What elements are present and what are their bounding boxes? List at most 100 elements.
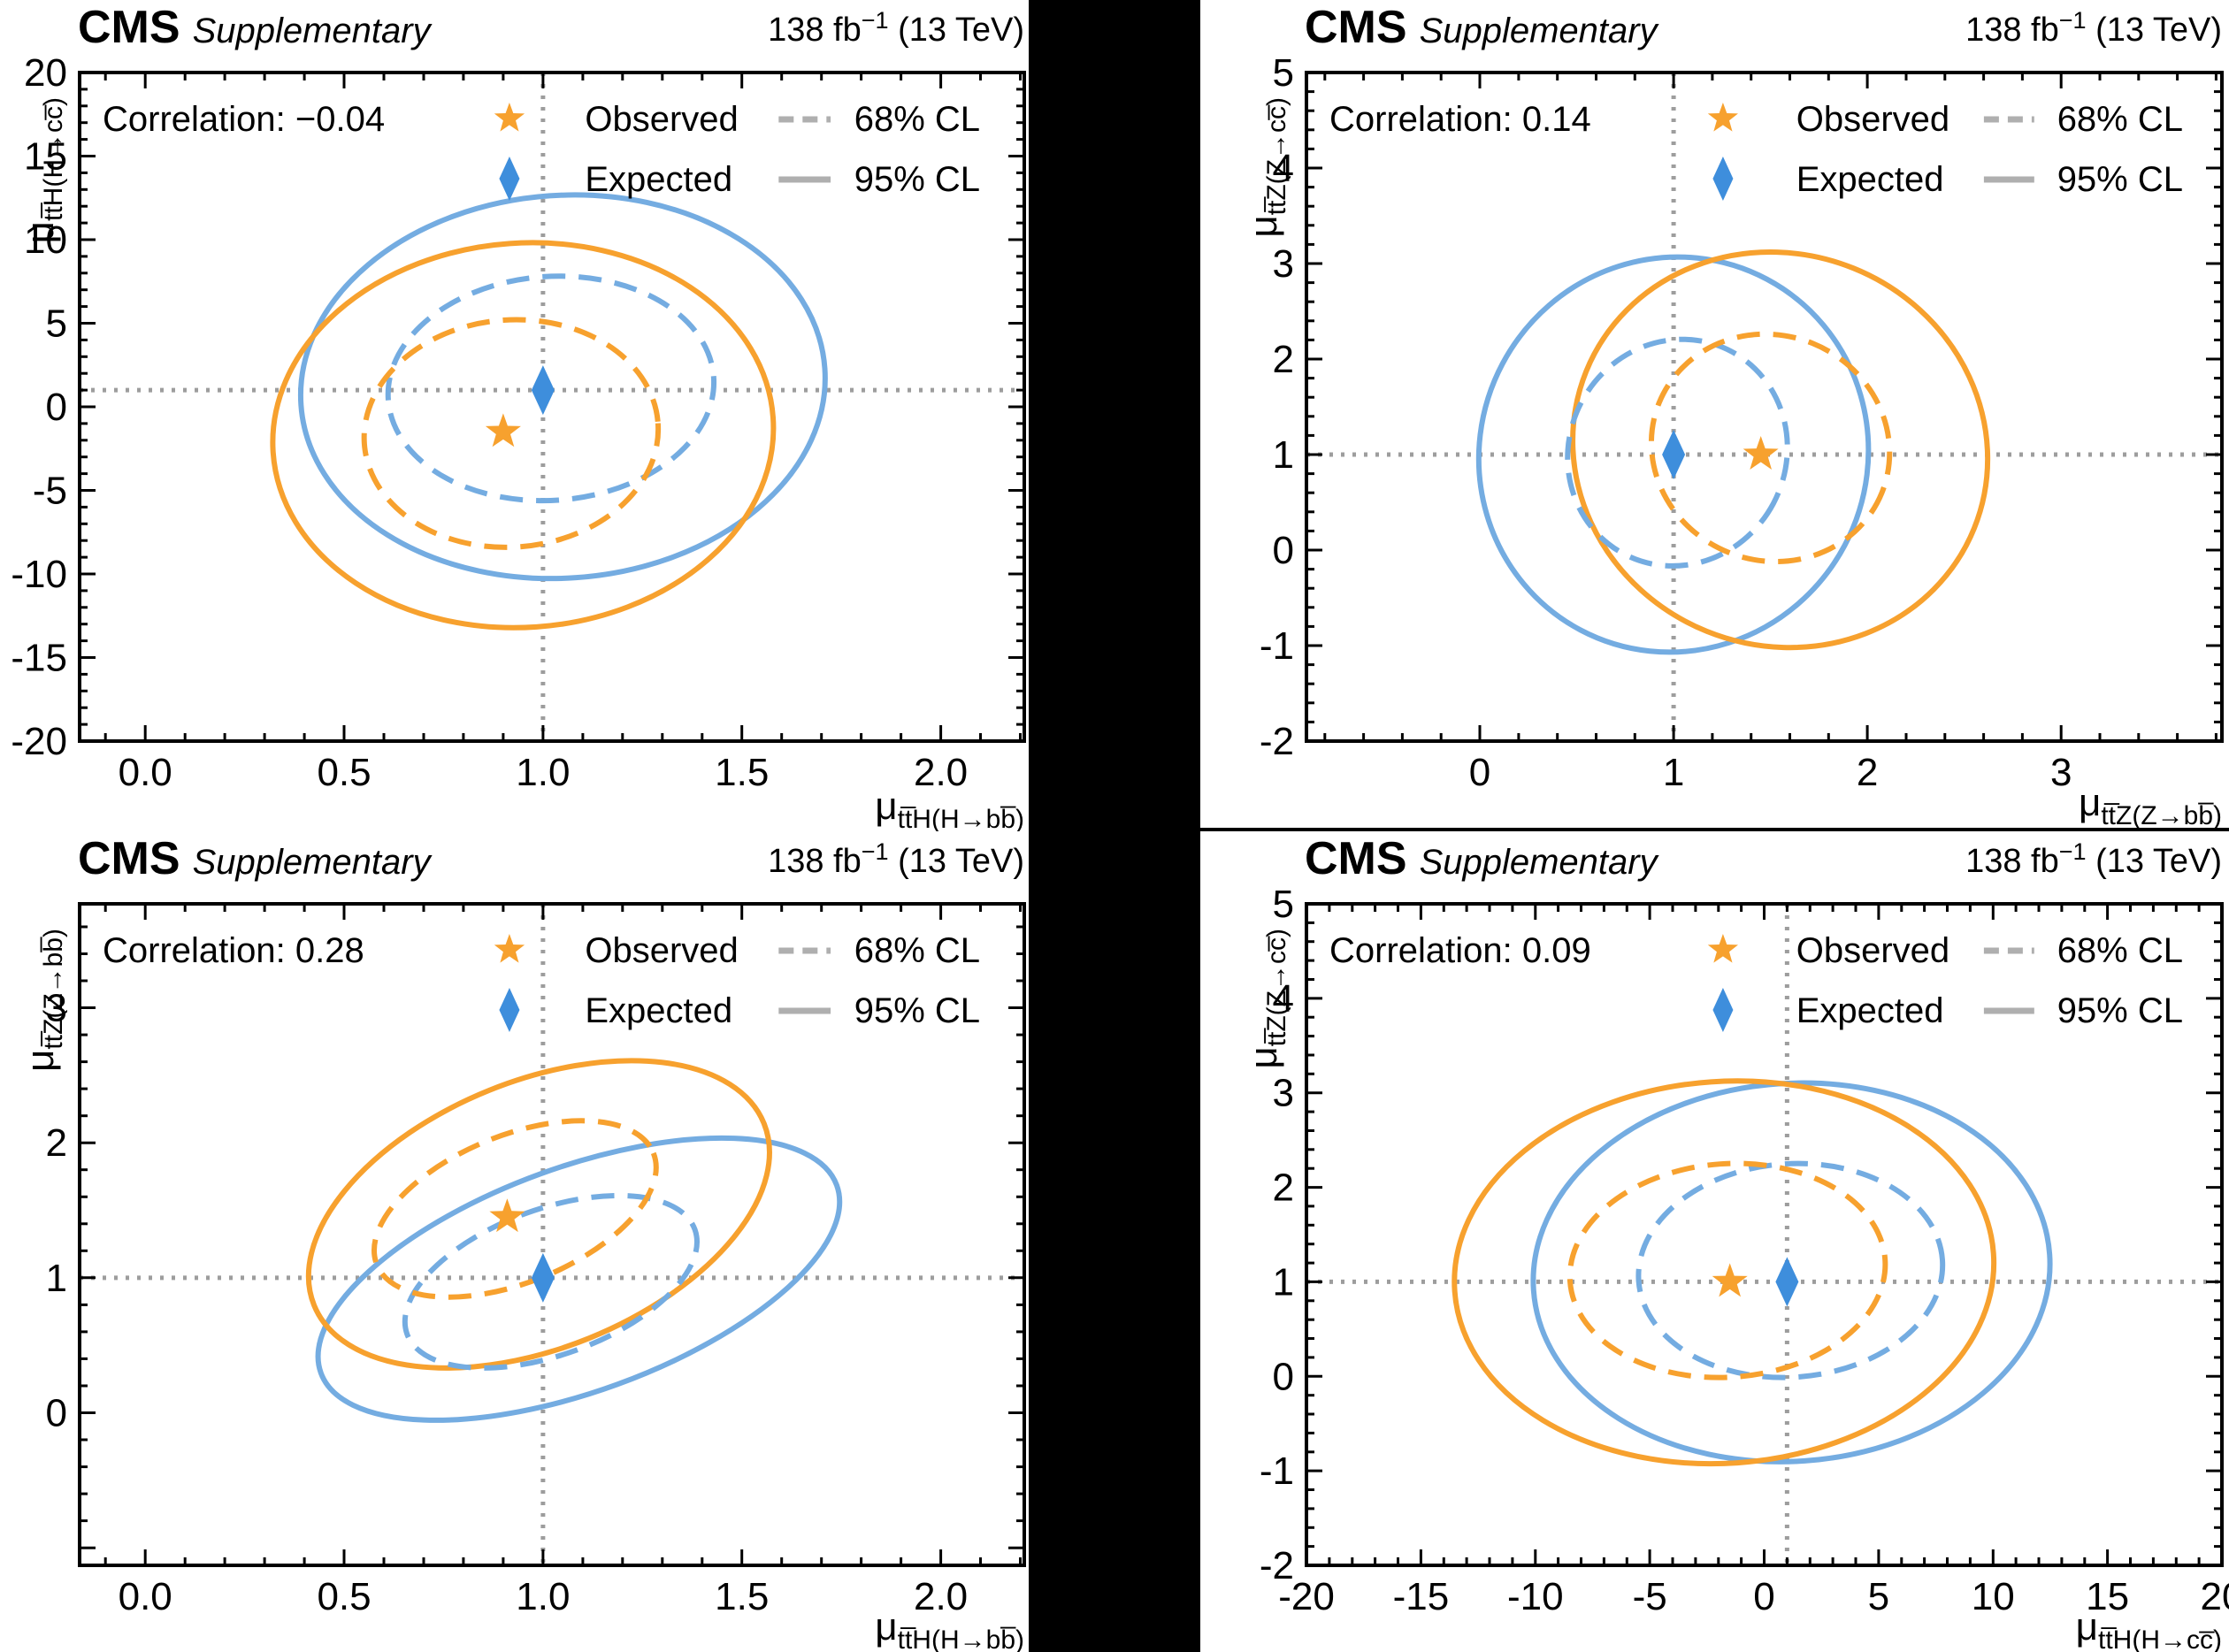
legend-observed-label: Observed (1796, 100, 1949, 139)
plot-frame (1305, 71, 2224, 743)
legend-expected-diamond-icon (499, 157, 520, 201)
cms-header-label: CMS Supplementary (78, 2, 433, 53)
contour-observed-95 (1452, 1078, 1997, 1467)
correlation-label: Correlation: 0.14 (1329, 100, 1591, 139)
chart-ttZbb-vs-ttZcc: CMS Supplementary 138 fb−1 (13 TeV) 0 1 2 3 -2 -… (1200, 0, 2229, 828)
legend-95cl-label: 95% CL (854, 160, 980, 199)
x-tick-label: -15 (1393, 1575, 1450, 1618)
y-tick-label: 2 (46, 1121, 67, 1165)
y-tick-label: 20 (24, 51, 67, 95)
x-tick-label: 1 (1663, 751, 1684, 794)
legend-observed-label: Observed (585, 931, 738, 970)
y-tick-label: 10 (24, 218, 67, 262)
x-tick-label: 1.0 (516, 751, 570, 794)
y-tick-label: -1 (1260, 624, 1294, 668)
x-axis-title: μtt̅H(H→bb̅) (875, 1605, 1024, 1652)
legend-68cl-label: 68% CL (854, 931, 980, 970)
y-tick-label: 1 (1273, 1260, 1294, 1304)
y-axis-title: μtt̅Z(Z→cc̅) (1242, 97, 1291, 238)
legend-95cl-label: 95% CL (854, 991, 980, 1030)
legend-expected-label: Expected (1796, 160, 1944, 199)
legend-expected-diamond-icon (1712, 988, 1734, 1032)
y-axis-title-text: μtt̅H(H→cc̅) (19, 97, 68, 243)
contour-expected-68 (402, 1192, 700, 1371)
x-axis-title: μtt̅Z(Z→bb̅) (2079, 781, 2222, 828)
x-tick-label: 0.0 (119, 1575, 172, 1618)
x-tick-label: 20 (2201, 1575, 2229, 1618)
y-tick-label: 3 (46, 987, 67, 1030)
axis-ticks (1305, 902, 2224, 1567)
axis-ticks (80, 71, 1024, 743)
y-tick-label: 4 (1273, 977, 1294, 1021)
correlation-label: Correlation: 0.28 (103, 931, 364, 970)
legend: Observed Expected 68% CL 95% CL (494, 100, 980, 201)
panel-ttHbb-vs-ttZbb: CMS Supplementary 138 fb−1 (13 TeV) 0.0 0.5 1… (0, 831, 1029, 1652)
panel-ttHcc-vs-ttZcc: CMS Supplementary 138 fb−1 (13 TeV) -20 -15-… (1200, 831, 2229, 1652)
legend-observed-star-icon (1707, 103, 1738, 132)
y-tick-label: -2 (1260, 1544, 1294, 1587)
y-tick-label: -20 (11, 720, 67, 763)
legend: Observed Expected 68% CL 95% CL (1707, 931, 2183, 1032)
legend-expected-label: Expected (585, 160, 732, 199)
y-tick-label: -15 (11, 637, 67, 680)
expected-marker-diamond (531, 365, 555, 416)
y-axis-title: μtt̅Z(Z→cc̅) (1242, 929, 1291, 1069)
y-tick-label: 0 (46, 386, 67, 429)
y-tick-label: 1 (1273, 433, 1294, 477)
x-axis-title: μtt̅H(H→bb̅) (875, 784, 1024, 831)
legend-observed-star-icon (494, 103, 525, 132)
plot-frame (78, 902, 1026, 1567)
x-tick-label: 1.0 (516, 1575, 570, 1618)
contour-observed-95 (270, 240, 777, 631)
x-tick-label: -20 (1278, 1575, 1335, 1618)
panel-background (1200, 831, 2229, 1652)
observed-marker-star (1712, 1263, 1748, 1297)
legend-68cl-label: 68% CL (2057, 100, 2183, 139)
correlation-label: Correlation: 0.09 (1329, 931, 1591, 970)
expected-marker-diamond (1662, 430, 1686, 479)
y-tick-label: 3 (1273, 1072, 1294, 1115)
observed-marker-star (489, 1198, 525, 1233)
panel-background (0, 0, 1029, 831)
luminosity-label: 138 fb−1 (13 TeV) (1965, 838, 2222, 880)
chart-ttHbb-vs-ttZbb: CMS Supplementary 138 fb−1 (13 TeV) 0.0 0.5 1… (0, 831, 1029, 1652)
y-tick-label: 5 (1273, 51, 1294, 95)
expected-marker-diamond (531, 1252, 555, 1303)
contour-expected-68 (1565, 336, 1790, 569)
axis-ticks (80, 904, 1024, 1565)
legend: Observed Expected 68% CL 95% CL (494, 931, 980, 1032)
legend-observed-label: Observed (585, 100, 738, 139)
y-tick-label: -2 (1260, 720, 1294, 763)
sm-crosshair (1306, 73, 2222, 741)
legend-95cl-label: 95% CL (2057, 991, 2183, 1030)
legend-68cl-label: 68% CL (2057, 931, 2183, 970)
legend-expected-diamond-icon (1712, 157, 1734, 201)
y-axis-title-text: μtt̅Z(Z→cc̅) (1242, 97, 1291, 238)
x-axis-title: μtt̅H(H→cc̅) (2076, 1605, 2222, 1652)
x-tick-label: 0 (1469, 751, 1490, 794)
panel-ttZbb-vs-ttZcc: CMS Supplementary 138 fb−1 (13 TeV) 0 1 2 3 -2 -… (1200, 0, 2229, 828)
cms-header-label: CMS Supplementary (1305, 2, 1660, 53)
luminosity-label: 138 fb−1 (13 TeV) (768, 7, 1024, 49)
observed-marker-star (485, 413, 521, 447)
x-tick-label: 0.5 (317, 751, 371, 794)
axis-ticks (1306, 71, 2222, 743)
legend-observed-label: Observed (1796, 931, 1949, 970)
y-tick-label: 2 (1273, 338, 1294, 381)
y-axis-title: μtt̅Z(Z→bb̅) (19, 929, 68, 1072)
cms-header-label: CMS Supplementary (1305, 833, 1660, 884)
legend-expected-diamond-icon (499, 988, 520, 1032)
x-tick-label: 3 (2050, 751, 2072, 794)
contour-expected-95 (315, 1135, 843, 1423)
luminosity-label: 138 fb−1 (13 TeV) (1965, 7, 2222, 49)
x-tick-label: 0.0 (119, 751, 172, 794)
contour-observed-95 (305, 1058, 772, 1371)
y-tick-label: 3 (1273, 242, 1294, 286)
x-tick-label: 1.5 (715, 1575, 769, 1618)
cms-header-label: CMS Supplementary (78, 833, 433, 884)
x-tick-label: 0 (1753, 1575, 1774, 1618)
contour-observed-68 (361, 317, 662, 550)
y-tick-label: -1 (1260, 1449, 1294, 1493)
contour-expected-68 (1635, 1160, 1946, 1380)
